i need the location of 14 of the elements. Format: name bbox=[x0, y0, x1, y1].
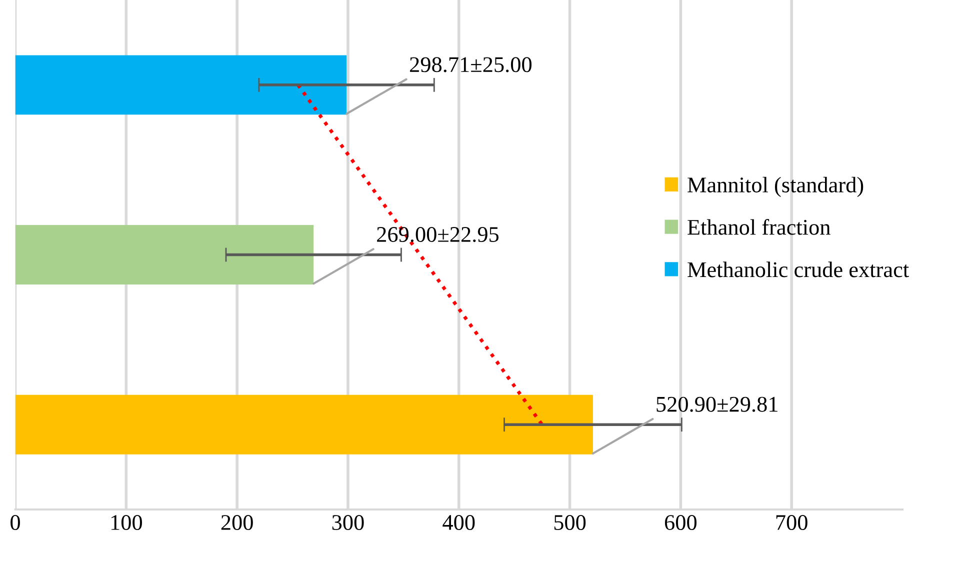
legend-label: Mannitol (standard) bbox=[688, 176, 864, 197]
data-label: 269.00±22.95 bbox=[377, 226, 499, 242]
x-tick-label: 200 bbox=[221, 515, 253, 530]
x-tick-label: 100 bbox=[111, 515, 142, 530]
x-tick-label: 300 bbox=[332, 515, 364, 530]
x-tick-label: 600 bbox=[664, 515, 696, 530]
x-tick-label: 500 bbox=[554, 515, 586, 530]
data-label: 520.90±29.81 bbox=[656, 396, 778, 412]
x-tick-label: 400 bbox=[442, 515, 475, 530]
legend-label: Methanolic crude extract bbox=[688, 262, 909, 278]
legend-label: Ethanol fraction bbox=[688, 218, 830, 235]
x-tick-label: 0 bbox=[10, 515, 20, 530]
x-tick-label: 700 bbox=[776, 515, 808, 530]
data-label: 298.71±25.00 bbox=[410, 57, 532, 72]
